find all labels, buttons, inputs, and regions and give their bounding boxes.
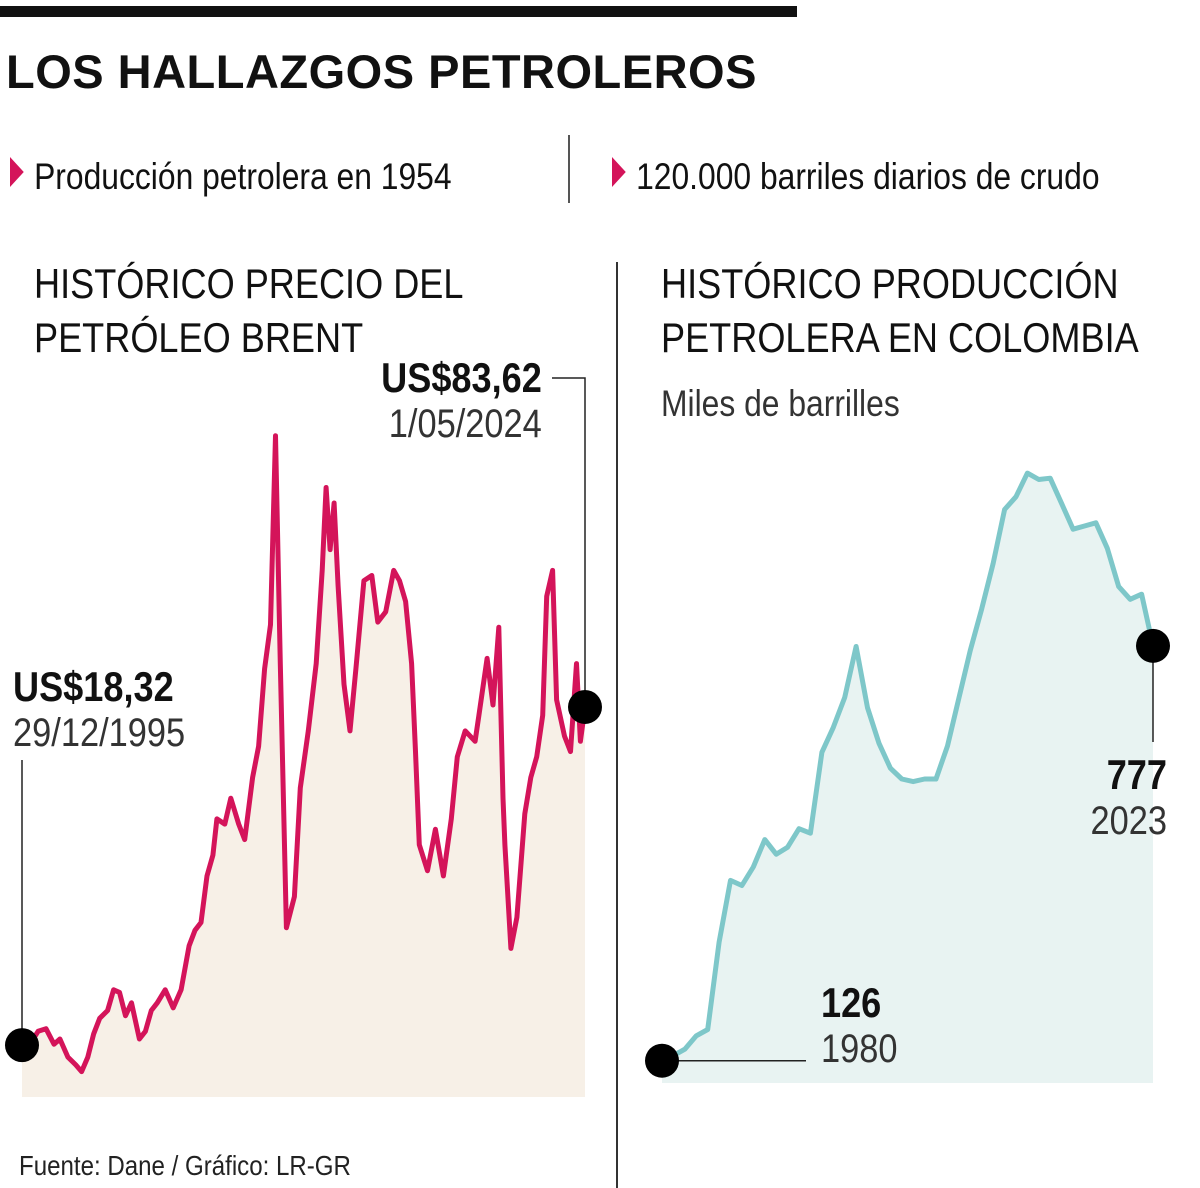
brent-title-line-1: HISTÓRICO PRECIO DEL	[34, 260, 464, 307]
brent-chart-title: HISTÓRICO PRECIO DEL PETRÓLEO BRENT	[34, 257, 463, 365]
triangle-bullet-icon	[10, 157, 24, 187]
brent-start-annotation: US$18,32 29/12/1995	[13, 664, 185, 756]
production-unit-label: Miles de barrilles	[661, 383, 900, 424]
production-series-line	[659, 470, 1156, 1064]
production-area-fill	[662, 473, 1153, 1084]
production-start-marker	[645, 1043, 679, 1078]
chart-divider	[616, 262, 618, 1188]
production-end-marker	[1136, 628, 1170, 663]
brent-leader-line	[552, 377, 586, 707]
brent-title-line-2: PETRÓLEO BRENT	[34, 314, 364, 361]
production-end-annotation: 777 2023	[1090, 752, 1167, 844]
brent-end-value: US$83,62	[381, 354, 542, 401]
top-rule	[0, 6, 797, 17]
fact-1-text: Producción petrolera en 1954	[34, 156, 452, 197]
production-end-value: 777	[1106, 751, 1167, 798]
fact-divider	[568, 135, 570, 203]
fact-1: Producción petrolera en 1954	[10, 156, 452, 198]
triangle-bullet-icon	[612, 157, 626, 187]
fact-2-text: 120.000 barriles diarios de crudo	[636, 156, 1100, 197]
brent-start-date: 29/12/1995	[13, 711, 186, 755]
production-start-date: 1980	[821, 1027, 898, 1071]
production-title-line-2: PETROLERA EN COLOMBIA	[661, 314, 1139, 361]
source-credit: Fuente: Dane / Gráfico: LR-GR	[19, 1150, 351, 1181]
brent-series-line	[19, 433, 588, 1075]
brent-end-annotation: US$83,62 1/05/2024	[381, 355, 542, 447]
production-chart	[645, 470, 1170, 1084]
production-start-value: 126	[821, 979, 882, 1026]
production-chart-title: HISTÓRICO PRODUCCIÓN PETROLERA EN COLOMB…	[661, 257, 1139, 365]
brent-start-value: US$18,32	[13, 663, 174, 710]
production-end-date: 2023	[1090, 799, 1167, 843]
brent-end-date: 1/05/2024	[388, 402, 542, 446]
brent-chart	[5, 377, 602, 1097]
page-title: LOS HALLAZGOS PETROLEROS	[6, 45, 757, 98]
brent-start-marker	[5, 1028, 39, 1063]
fact-2: 120.000 barriles diarios de crudo	[612, 156, 1100, 198]
production-title-line-1: HISTÓRICO PRODUCCIÓN	[661, 260, 1119, 307]
production-start-annotation: 126 1980	[821, 980, 898, 1072]
brent-end-marker	[568, 689, 602, 724]
